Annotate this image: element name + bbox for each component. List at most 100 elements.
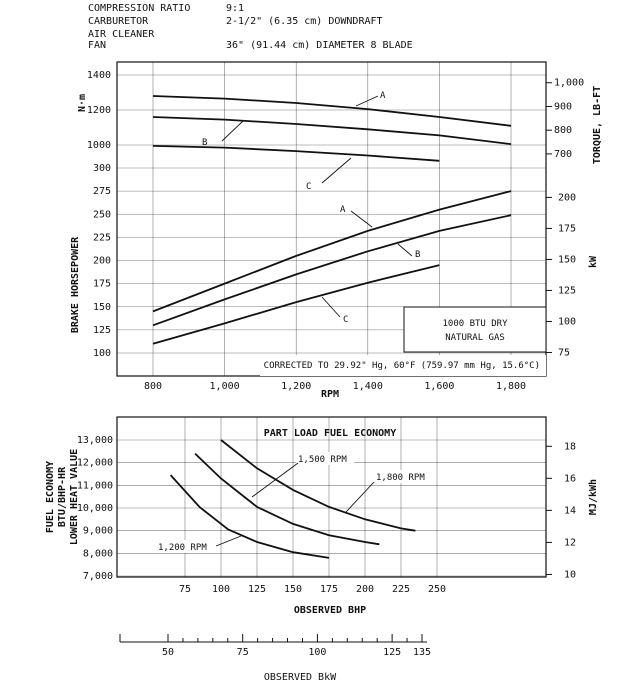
fuel-left-axis-label-2: BTU/BHP-HR [57, 466, 68, 527]
performance-curves [152, 95, 512, 345]
torque-a-label: A [380, 91, 386, 101]
fuel-chart-title: PART LOAD FUEL ECONOMY [264, 428, 396, 439]
hp-tick: 200 [93, 256, 111, 267]
spec-label-carburetor: CARBURETOR [88, 16, 149, 27]
curve-labels: A B C A B C [202, 91, 420, 325]
torque-lbft-tick: 700 [554, 149, 572, 160]
kw-tick: 200 [558, 192, 576, 203]
torque-b-label: B [202, 138, 207, 148]
fuel-type-box [403, 306, 547, 353]
kw-tick: 100 [558, 316, 576, 327]
bhp-tick: 200 [356, 584, 374, 595]
bkw-tick: 50 [162, 647, 174, 658]
rpm-1800-leader [345, 481, 375, 513]
power-a-leader [350, 210, 373, 228]
rpm-curve-labels: 1,500 RPM 1,800 RPM 1,200 RPM [156, 452, 432, 553]
power-b-leader [397, 243, 413, 257]
rpm-1200-label-bg [156, 540, 214, 553]
mj-tick: 12 [564, 537, 576, 548]
fuel-economy-chart: 75 100 125 150 175 200 225 250 7,000 8,000 9,000 10… [45, 416, 599, 616]
rpm-1800-label: 1,800 RPM [376, 473, 425, 483]
performance-chart: 800 1,000 1,200 1,400 1,600 1,800 1000 1200 1400… [70, 61, 603, 400]
performance-grid [117, 62, 546, 376]
hp-curve-c [152, 264, 440, 345]
performance-ticks: 800 1,000 1,200 1,400 1,600 1,800 1000 1200 1400… [87, 70, 584, 392]
fuel-curve-1800 [220, 439, 416, 532]
bhp-tick: 75 [179, 584, 191, 595]
fuel-plot-frame [116, 416, 547, 578]
kw-tick: 150 [558, 254, 576, 265]
correction-note-bg [260, 355, 546, 376]
power-c-label: C [343, 315, 348, 325]
bhp-tick: 150 [284, 584, 302, 595]
fuel-curve-1500 [194, 452, 380, 546]
bkw-axis: 50 75 100 125 135 OBSERVED BkW [119, 634, 431, 683]
mj-tick: 18 [564, 441, 576, 452]
torque-nm-tick: 1000 [87, 140, 111, 151]
bhp-tick: 100 [212, 584, 230, 595]
torque-c-label: C [306, 182, 311, 192]
fuel-type-line2: NATURAL GAS [445, 333, 505, 343]
rpm-1500-label-bg [296, 452, 354, 465]
hp-tick: 225 [93, 232, 111, 243]
torque-lbft-tick: 1,000 [554, 78, 584, 89]
torque-nm-tick: 1400 [87, 70, 111, 81]
spec-label-air-cleaner: AIR CLEANER [88, 29, 155, 40]
bhp-tick: 225 [392, 584, 410, 595]
rpm-1200-leader [215, 535, 242, 547]
torque-a-leader [355, 95, 379, 107]
hp-tick: 300 [93, 163, 111, 174]
fuel-tick: 10,000 [77, 503, 113, 514]
fuel-curves [169, 439, 416, 559]
fuel-tick: 11,000 [77, 480, 113, 491]
bkw-tick: 135 [413, 647, 431, 658]
bkw-tick: 125 [383, 647, 401, 658]
torque-curve-c [152, 145, 440, 162]
torque-nm-tick: 1200 [87, 105, 111, 116]
power-b-label: B [415, 250, 420, 260]
spec-block: COMPRESSION RATIO 9:1 CARBURETOR 2-1/2" … [88, 3, 413, 51]
hp-tick: 250 [93, 209, 111, 220]
fuel-right-axis-label: MJ/kWh [588, 479, 599, 515]
hp-axis-label: BRAKE HORSEPOWER [70, 236, 81, 333]
spec-label-compression: COMPRESSION RATIO [88, 3, 190, 14]
kw-tick: 75 [558, 347, 570, 358]
torque-curve-a [152, 95, 512, 127]
hp-tick: 125 [93, 325, 111, 336]
torque-b-leader [221, 120, 244, 142]
fuel-tick: 9,000 [83, 526, 113, 537]
bkw-axis-label: OBSERVED BkW [264, 672, 337, 683]
mj-tick: 10 [564, 569, 576, 580]
hp-tick: 150 [93, 302, 111, 313]
rpm-axis-label: RPM [321, 389, 339, 400]
hp-tick: 100 [93, 348, 111, 359]
bhp-tick: 250 [428, 584, 446, 595]
kw-axis-label: kW [588, 255, 599, 268]
fuel-ticks: 75 100 125 150 175 200 225 250 7,000 8,000 9,000 10… [77, 435, 576, 595]
bkw-ticks: 50 75 100 125 135 [119, 634, 431, 658]
correction-note: CORRECTED TO 29.92" Hg, 60°F (759.97 mm … [264, 361, 540, 371]
kw-tick: 175 [558, 223, 576, 234]
rpm-tick-label: 1,000 [210, 381, 240, 392]
hp-tick: 275 [93, 186, 111, 197]
fuel-tick: 7,000 [83, 571, 113, 582]
fuel-curve-1200 [169, 474, 330, 559]
fuel-tick: 8,000 [83, 548, 113, 559]
torque-left-axis-label: N·m [77, 94, 88, 112]
torque-curve-b [152, 116, 512, 145]
power-a-label: A [340, 205, 346, 215]
kw-tick: 125 [558, 285, 576, 296]
torque-lbft-tick: 800 [554, 125, 572, 136]
hp-tick: 175 [93, 279, 111, 290]
spec-value-carburetor: 2-1/2" (6.35 cm) DOWNDRAFT [226, 16, 383, 27]
fuel-left-axis-label-1: FUEL ECONOMY [45, 461, 56, 533]
mj-tick: 14 [564, 505, 576, 516]
rpm-tick-label: 1,800 [496, 381, 526, 392]
power-c-leader [321, 296, 341, 318]
bkw-tick: 75 [237, 647, 249, 658]
spec-label-fan: FAN [88, 40, 106, 51]
rpm-1200-label: 1,200 RPM [158, 543, 207, 553]
spec-value-fan: 36" (91.44 cm) DIAMETER 8 BLADE [226, 40, 413, 51]
rpm-tick-label: 1,400 [353, 381, 383, 392]
